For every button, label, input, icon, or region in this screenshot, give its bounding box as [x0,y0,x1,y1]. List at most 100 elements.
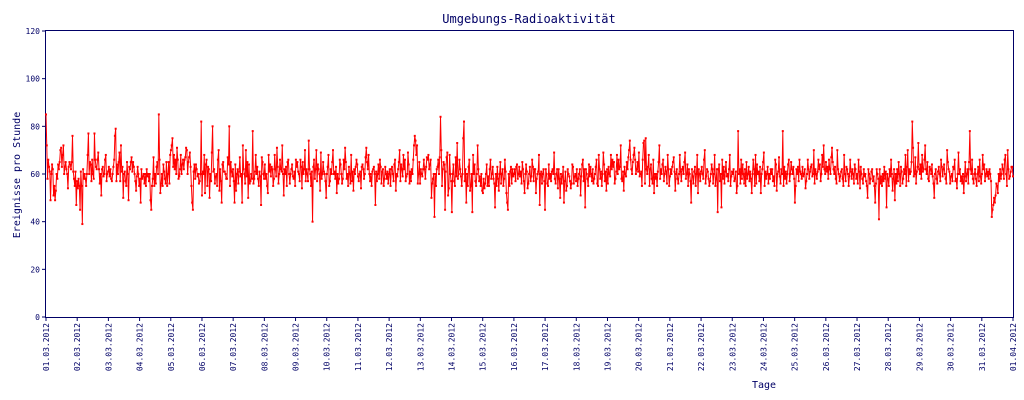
data-point [553,177,556,180]
data-point [999,177,1002,180]
data-point [940,158,943,161]
data-point [423,168,426,171]
data-point [899,184,902,187]
data-point [792,165,795,168]
data-point [308,168,311,171]
data-point [167,161,170,164]
data-point [905,184,908,187]
data-point [372,165,375,168]
data-point [81,223,84,226]
data-point [267,153,270,156]
data-point [381,168,384,171]
data-point [592,182,595,185]
data-point [569,180,572,183]
data-point [743,182,746,185]
data-point [422,158,425,161]
data-point [838,180,841,183]
data-point [875,168,878,171]
data-point [364,156,367,159]
data-point [374,203,377,206]
data-point [345,177,348,180]
data-point [922,168,925,171]
data-point [278,158,281,161]
data-point [932,182,935,185]
data-point [506,201,509,204]
data-point [516,177,519,180]
data-point [491,165,494,168]
data-point [152,156,155,159]
data-point [991,208,994,211]
data-point [431,182,434,185]
data-point [649,168,652,171]
data-point [721,177,724,180]
data-point [933,196,936,199]
data-point [985,168,988,171]
data-point [974,168,977,171]
data-point [943,173,946,175]
data-point [919,163,922,166]
data-point [342,158,345,161]
data-point [790,161,793,164]
data-point [497,189,500,192]
chart-title: Umgebungs-Radioaktivität [442,12,615,26]
data-point [326,165,329,168]
data-point [563,180,566,183]
data-point [359,170,362,173]
data-point [201,170,204,173]
x-tick-label: 18.03.2012 [572,323,581,371]
data-point [54,199,57,202]
data-point [343,168,346,171]
data-point [369,180,372,183]
data-point [659,168,662,171]
data-point [383,177,386,180]
data-point [57,163,60,166]
data-point [701,173,704,175]
data-point [208,196,211,199]
data-point [806,173,809,175]
data-point [971,177,974,180]
data-point [73,184,76,187]
data-point [618,168,621,171]
data-point [273,153,276,156]
data-point [529,180,532,183]
data-point [261,161,264,164]
data-point [385,177,388,180]
data-point [702,177,705,180]
data-point [608,173,611,175]
data-point [588,175,591,178]
data-point [657,161,660,164]
data-point [466,184,469,187]
data-point [365,146,368,149]
data-point [803,173,805,175]
data-point [104,158,107,161]
data-point [869,177,872,180]
x-tick-label: 23.03.2012 [728,323,737,371]
data-point [835,182,838,185]
data-point [166,173,169,175]
data-point [1003,158,1006,161]
data-point [888,168,891,171]
data-point [658,144,661,147]
data-point [699,180,702,183]
data-point [475,184,478,187]
data-point [212,170,215,173]
data-point [403,168,406,171]
data-point [868,182,871,185]
data-point [572,165,575,168]
data-point [868,173,871,175]
data-point [251,130,254,133]
data-point [567,173,570,175]
data-point [169,149,172,152]
data-point [209,173,212,175]
data-point [609,153,612,156]
data-point [697,168,700,171]
data-point [242,168,245,171]
data-point [540,170,543,173]
data-point [721,158,724,161]
data-point [264,177,267,180]
y-axis-label: Ereignisse pro Stunde [12,112,23,238]
data-point [780,168,783,171]
data-point [927,177,930,180]
data-point [88,161,91,164]
data-point [874,201,877,204]
